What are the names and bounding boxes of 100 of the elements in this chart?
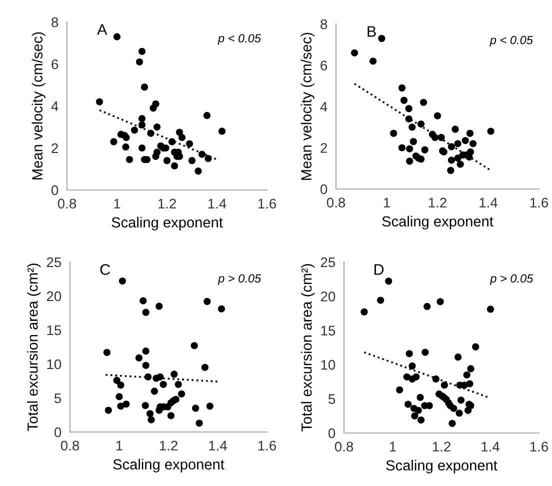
point (148, 416, 155, 424)
point (466, 380, 474, 388)
point (434, 112, 442, 120)
point (431, 134, 439, 141)
y-axis-title: Mean velocity (cm/sec) (300, 32, 314, 180)
x-axis-title: Scaling exponent (386, 460, 498, 474)
point (447, 166, 454, 174)
point (450, 404, 458, 412)
point (421, 146, 428, 154)
point (203, 112, 211, 119)
point (452, 126, 459, 133)
y-tick-label: 0 (54, 427, 62, 438)
point (140, 297, 147, 304)
point (472, 343, 480, 350)
point (396, 386, 404, 394)
chart-title: C (100, 264, 110, 275)
point (377, 296, 384, 304)
point (192, 404, 200, 412)
y-tick-label: 5 (328, 394, 336, 404)
y-tick-label: 10 (47, 359, 62, 370)
y-tick-label: 20 (46, 291, 62, 302)
x-tick-label: 1 (114, 198, 120, 208)
point (424, 302, 431, 310)
point (138, 48, 146, 55)
point (176, 128, 184, 136)
point (398, 84, 406, 92)
point (138, 121, 146, 128)
y-axis-title: Total excursion area (cm²) (301, 264, 315, 432)
point (138, 115, 146, 122)
point (178, 134, 186, 142)
point (417, 156, 425, 163)
point (454, 140, 462, 148)
point (218, 128, 226, 135)
point (140, 84, 148, 91)
point (487, 128, 494, 135)
point (405, 115, 412, 122)
x-tick-label: 1.4 (209, 440, 227, 450)
point (400, 96, 408, 104)
x-tick-label: 1.2 (160, 440, 178, 450)
point (448, 156, 455, 164)
point (142, 308, 150, 316)
point (408, 362, 416, 370)
y-tick-label: 5 (54, 393, 62, 404)
y-tick-label: 2 (320, 143, 327, 153)
annotation: p > 0.05 (490, 274, 534, 285)
y-tick-label: 8 (52, 17, 58, 28)
point (466, 130, 474, 137)
y-tick-label: 4 (320, 102, 328, 112)
point (194, 168, 202, 175)
point (378, 34, 386, 42)
point (405, 105, 412, 112)
point (142, 402, 149, 410)
point (156, 302, 163, 310)
point (414, 406, 422, 414)
x-tick-label: 0.8 (326, 198, 346, 208)
point (113, 376, 120, 384)
y-tick-label: 25 (46, 257, 62, 268)
x-tick-label: 0.8 (58, 198, 76, 209)
point (456, 160, 464, 168)
point (126, 156, 134, 164)
chart-title: D (374, 264, 384, 275)
x-tick-label: 1.6 (530, 442, 548, 452)
y-axis-title: Total excursion area (cm²) (27, 264, 41, 431)
point (462, 136, 469, 144)
point (466, 148, 474, 156)
point (463, 371, 470, 378)
point (406, 350, 413, 358)
x-tick-label: 1 (384, 198, 390, 208)
point (417, 120, 425, 128)
point (116, 393, 123, 400)
point (201, 364, 208, 371)
x-tick-label: 1.4 (208, 198, 226, 208)
point (146, 410, 154, 418)
point (436, 298, 444, 306)
point (142, 362, 150, 369)
point (136, 58, 144, 66)
y-tick-label: 2 (52, 143, 58, 154)
y-tick-label: 6 (320, 60, 328, 70)
point (103, 348, 110, 356)
point (206, 402, 214, 410)
x-tick-label: 1.4 (482, 442, 500, 452)
y-tick-label: 10 (321, 360, 336, 370)
point (190, 342, 198, 350)
point (454, 354, 462, 361)
point (150, 388, 158, 395)
point (408, 124, 416, 131)
point (448, 420, 456, 427)
point (117, 382, 124, 389)
point (113, 33, 121, 40)
point (170, 162, 178, 170)
y-tick-label: 0 (328, 428, 336, 438)
point (486, 306, 494, 313)
point (196, 420, 203, 427)
point (147, 130, 154, 137)
point (122, 400, 130, 408)
point (432, 375, 440, 383)
point (104, 406, 112, 414)
point (385, 278, 392, 285)
point (186, 140, 194, 148)
point (406, 158, 414, 165)
